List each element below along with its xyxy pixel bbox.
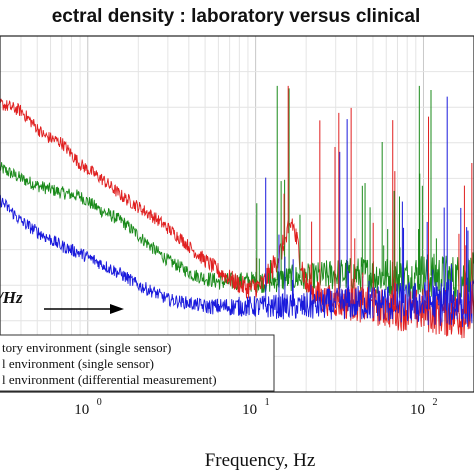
plot-frame bbox=[0, 35, 474, 393]
legend: tory environment (single sensor) l envir… bbox=[0, 334, 275, 392]
annotation-arrow-head bbox=[110, 304, 124, 314]
x-tick-exponent: 1 bbox=[265, 397, 270, 408]
legend-entry-clinical-differential: l environment (differential measurement) bbox=[2, 372, 217, 387]
chart-title: ectral density : laboratory versus clini… bbox=[52, 6, 421, 27]
x-tick-exponent: 2 bbox=[432, 397, 437, 408]
x-tick-exponent: 0 bbox=[97, 397, 102, 408]
x-tick-label: 10 bbox=[410, 402, 425, 418]
x-tick-label: 10 bbox=[74, 402, 89, 418]
x-tick-label: 10 bbox=[242, 402, 257, 418]
grid bbox=[0, 36, 474, 392]
annotation-label: /Hz bbox=[0, 288, 23, 307]
legend-entry-clinical-single: l environment (single sensor) bbox=[2, 356, 154, 371]
legend-entry-laboratory: tory environment (single sensor) bbox=[2, 340, 171, 355]
legend-box bbox=[0, 334, 275, 392]
x-axis-label: Frequency, Hz bbox=[205, 450, 316, 471]
spike-lines bbox=[256, 85, 473, 314]
x-tick-labels: 10 0 10 1 10 2 bbox=[74, 397, 437, 418]
